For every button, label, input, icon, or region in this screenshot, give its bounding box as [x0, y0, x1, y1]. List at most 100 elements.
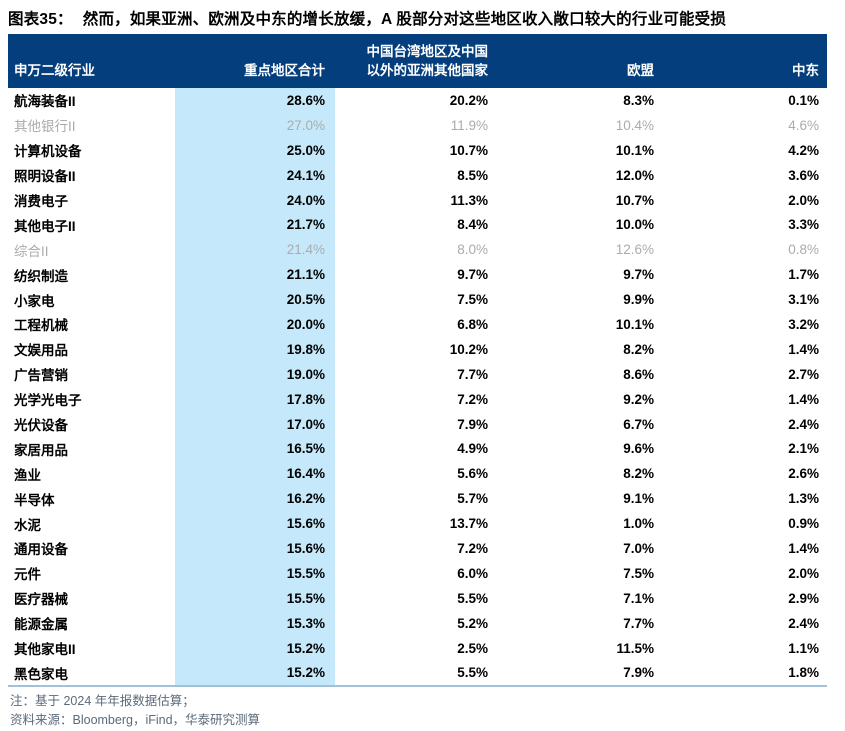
- table-row: 其他银行II 27.0% 11.9% 10.4% 4.6%: [8, 112, 827, 138]
- header-label: 中东: [792, 63, 819, 78]
- value-cell: 1.4%: [788, 341, 819, 357]
- value-cell: 0.1%: [788, 92, 819, 108]
- value-cell: 1.7%: [788, 267, 819, 283]
- value-cell: 9.7%: [623, 267, 654, 283]
- table-body: 航海装备II 28.6% 20.2% 8.3% 0.1% 其他银行II 27.0% 11.9%…: [8, 88, 827, 688]
- value-cell: 15.6%: [175, 511, 335, 537]
- value-cell: 25.0%: [175, 137, 335, 163]
- table-row: 半导体 16.2% 5.7% 9.1% 1.3%: [8, 486, 827, 512]
- value-cell: 2.9%: [788, 590, 819, 606]
- value-cell: 4.6%: [788, 117, 819, 133]
- value-cell: 15.3%: [175, 610, 335, 636]
- table-row: 能源金属 15.3% 5.2% 7.7% 2.4%: [8, 610, 827, 636]
- value-cell: 19.0%: [175, 361, 335, 387]
- value-cell: 7.7%: [457, 366, 488, 382]
- value-cell: 15.6%: [175, 536, 335, 561]
- industry-name-cell: 文娱用品: [14, 343, 68, 359]
- value-cell: 2.7%: [788, 366, 819, 382]
- value-cell: 12.6%: [615, 242, 654, 258]
- figure-number-label: 图表35：: [8, 11, 73, 28]
- figure-title-text: 然而，如果亚洲、欧洲及中东的增长放缓，A 股部分对这些地区收入敞口较大的行业可能…: [82, 11, 727, 28]
- table-header-row: 申万二级行业 重点地区合计 中国台湾地区及中国 以外的亚洲其他国家 欧盟 中东: [8, 34, 827, 88]
- table-row: 其他家电II 15.2% 2.5% 11.5% 1.1%: [8, 635, 827, 661]
- industry-name-cell: 航海装备II: [14, 94, 76, 110]
- value-cell: 7.5%: [457, 292, 488, 308]
- table-row: 医疗器械 15.5% 5.5% 7.1% 2.9%: [8, 585, 827, 611]
- value-cell: 7.5%: [623, 565, 654, 581]
- value-cell: 2.0%: [788, 565, 819, 581]
- value-cell: 7.9%: [623, 665, 654, 681]
- value-cell: 24.1%: [175, 162, 335, 188]
- value-cell: 2.5%: [457, 640, 488, 656]
- industry-name-cell: 通用设备: [14, 542, 68, 558]
- value-cell: 7.7%: [623, 615, 654, 631]
- value-cell: 21.4%: [175, 237, 335, 263]
- value-cell: 5.5%: [457, 665, 488, 681]
- value-cell: 9.7%: [457, 267, 488, 283]
- value-cell: 1.4%: [788, 540, 819, 556]
- value-cell: 5.5%: [457, 590, 488, 606]
- value-cell: 19.8%: [175, 336, 335, 362]
- value-cell: 17.0%: [175, 411, 335, 437]
- value-cell: 10.0%: [615, 217, 654, 233]
- table-row: 通用设备 15.6% 7.2% 7.0% 1.4%: [8, 536, 827, 561]
- value-cell: 1.3%: [788, 491, 819, 507]
- table-row: 照明设备II 24.1% 8.5% 12.0% 3.6%: [8, 162, 827, 188]
- table-row: 工程机械 20.0% 6.8% 10.1% 3.2%: [8, 312, 827, 337]
- table-row: 广告营销 19.0% 7.7% 8.6% 2.7%: [8, 361, 827, 387]
- header-label: 欧盟: [627, 63, 654, 78]
- value-cell: 20.0%: [175, 312, 335, 337]
- industry-name-cell: 黑色家电: [14, 666, 68, 682]
- value-cell: 15.2%: [175, 635, 335, 661]
- value-cell: 5.2%: [457, 615, 488, 631]
- value-cell: 16.4%: [175, 461, 335, 487]
- figure-title: 图表35： 然而，如果亚洲、欧洲及中东的增长放缓，A 股部分对这些地区收入敞口较大…: [0, 0, 845, 34]
- value-cell: 2.1%: [788, 441, 819, 457]
- value-cell: 8.6%: [623, 366, 654, 382]
- value-cell: 8.5%: [457, 167, 488, 183]
- value-cell: 7.0%: [623, 540, 654, 556]
- industry-name-cell: 综合II: [14, 243, 49, 259]
- value-cell: 3.3%: [788, 217, 819, 233]
- table-row: 光伏设备 17.0% 7.9% 6.7% 2.4%: [8, 411, 827, 437]
- value-cell: 6.7%: [623, 416, 654, 432]
- value-cell: 17.8%: [175, 386, 335, 412]
- value-cell: 1.0%: [623, 516, 654, 532]
- header-label: 申万二级行业: [14, 63, 95, 78]
- value-cell: 6.0%: [457, 565, 488, 581]
- value-cell: 7.1%: [623, 590, 654, 606]
- footnote-basis: 注：基于 2024 年年报数据估算；: [10, 694, 195, 709]
- table-row: 水泥 15.6% 13.7% 1.0% 0.9%: [8, 511, 827, 537]
- value-cell: 10.1%: [615, 142, 654, 158]
- industry-name-cell: 其他银行II: [14, 119, 76, 135]
- value-cell: 15.2%: [175, 660, 335, 686]
- value-cell: 9.1%: [623, 491, 654, 507]
- value-cell: 8.4%: [457, 217, 488, 233]
- value-cell: 20.2%: [449, 92, 488, 108]
- table-row: 计算机设备 25.0% 10.7% 10.1% 4.2%: [8, 137, 827, 163]
- industry-name-cell: 消费电子: [14, 194, 68, 209]
- value-cell: 15.5%: [175, 585, 335, 611]
- value-cell: 13.7%: [449, 516, 488, 532]
- value-cell: 10.7%: [615, 192, 654, 208]
- table-row: 纺织制造 21.1% 9.7% 9.7% 1.7%: [8, 262, 827, 288]
- industry-name-cell: 纺织制造: [14, 268, 68, 284]
- value-cell: 5.7%: [457, 491, 488, 507]
- exposure-table: 申万二级行业 重点地区合计 中国台湾地区及中国 以外的亚洲其他国家 欧盟 中东 …: [8, 34, 827, 688]
- value-cell: 16.2%: [175, 486, 335, 512]
- value-cell: 10.1%: [615, 316, 654, 332]
- value-cell: 9.9%: [623, 292, 654, 308]
- value-cell: 21.1%: [175, 262, 335, 288]
- value-cell: 2.4%: [788, 416, 819, 432]
- value-cell: 11.5%: [616, 640, 654, 656]
- table-row: 综合II 21.4% 8.0% 12.6% 0.8%: [8, 237, 827, 263]
- value-cell: 0.9%: [788, 516, 819, 532]
- header-label-line1: 中国台湾地区及中国: [366, 44, 489, 59]
- table-row: 小家电 20.5% 7.5% 9.9% 3.1%: [8, 287, 827, 313]
- value-cell: 10.7%: [449, 142, 488, 158]
- industry-name-cell: 家居用品: [14, 442, 68, 458]
- header-asia-ex-china-column: 中国台湾地区及中国 以外的亚洲其他国家: [335, 42, 497, 80]
- value-cell: 9.2%: [623, 391, 654, 407]
- industry-name-cell: 能源金属: [14, 617, 68, 633]
- value-cell: 10.2%: [449, 341, 488, 357]
